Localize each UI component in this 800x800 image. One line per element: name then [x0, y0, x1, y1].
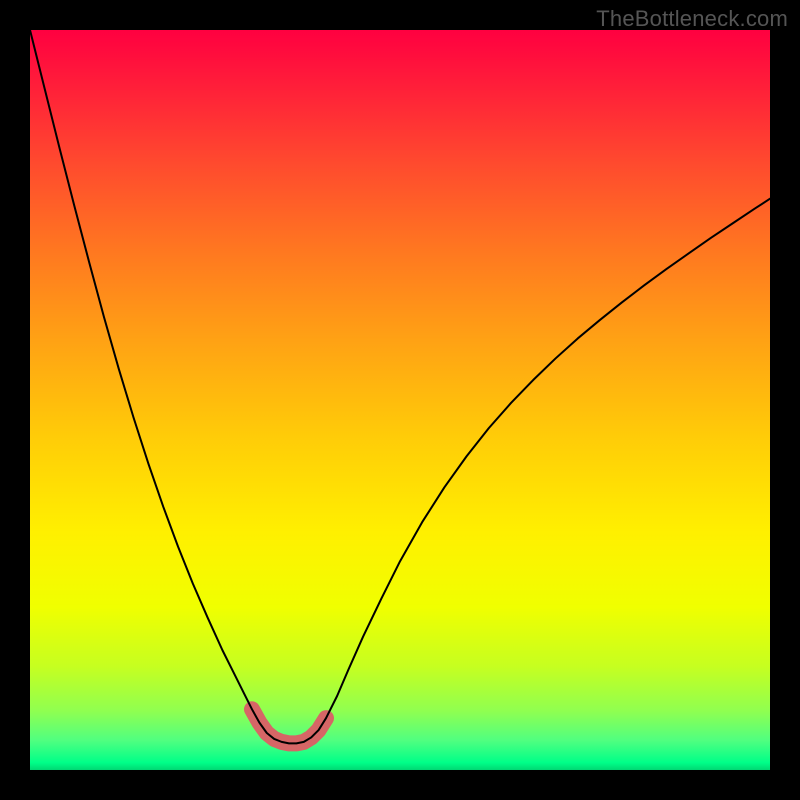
chart-frame: TheBottleneck.com: [0, 0, 800, 800]
gradient-background: [30, 30, 770, 770]
watermark-label: TheBottleneck.com: [596, 6, 788, 32]
bottleneck-chart: [0, 0, 800, 800]
